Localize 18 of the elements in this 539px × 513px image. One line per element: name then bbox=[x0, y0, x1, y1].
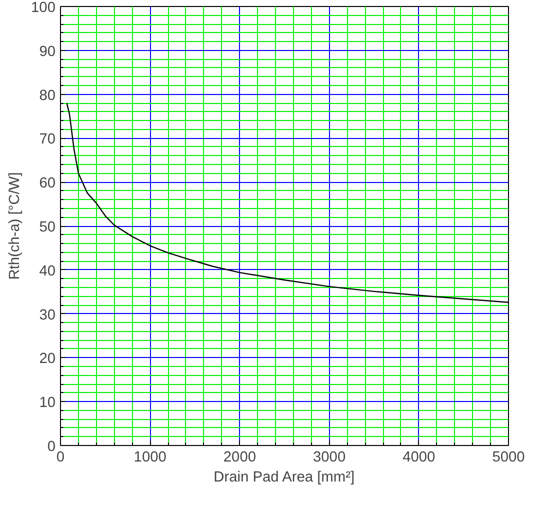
x-tick-label: 5000 bbox=[492, 450, 525, 466]
x-tick-label: 4000 bbox=[402, 450, 436, 466]
y-tick-label: 70 bbox=[39, 132, 56, 148]
y-tick-label: 40 bbox=[39, 263, 56, 280]
x-tick-label: 1000 bbox=[134, 450, 166, 466]
x-tick-label: 3000 bbox=[313, 450, 346, 466]
y-tick-label: 20 bbox=[39, 351, 56, 368]
y-tick-label: 50 bbox=[39, 220, 56, 236]
y-tick-label: 100 bbox=[31, 0, 56, 16]
y-tick-label: 90 bbox=[39, 44, 56, 60]
y-tick-label: 10 bbox=[39, 395, 56, 412]
x-tick-label: 2000 bbox=[223, 450, 256, 466]
x-axis-title: Drain Pad Area [mm²] bbox=[214, 470, 355, 486]
y-tick-label: 80 bbox=[39, 88, 56, 104]
y-axis-title: Rth(ch-a) [°C/W] bbox=[7, 172, 24, 280]
y-tick-label: 30 bbox=[39, 307, 56, 324]
y-tick-label: 60 bbox=[39, 176, 56, 192]
y-tick-label: 0 bbox=[47, 439, 56, 455]
